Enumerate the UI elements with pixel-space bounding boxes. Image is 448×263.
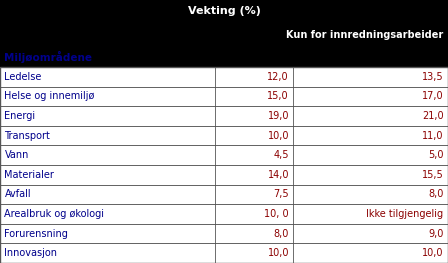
Text: 7,5: 7,5 [273,189,289,199]
Text: Transport: Transport [4,131,50,141]
Text: 8,0: 8,0 [428,189,444,199]
Text: Arealbruk og økologi: Arealbruk og økologi [4,209,104,219]
Text: Materialer: Materialer [4,170,54,180]
Bar [0,67,448,87]
Text: 10,0: 10,0 [267,131,289,141]
Text: Ikke tilgjengelig: Ikke tilgjengelig [366,209,444,219]
Text: Innovasjon: Innovasjon [4,248,57,258]
Text: 19,0: 19,0 [267,111,289,121]
Text: Helse og innemiljø: Helse og innemiljø [4,92,95,102]
Bar [0,0,448,22]
Text: 4,5: 4,5 [273,150,289,160]
Text: Ledelse: Ledelse [4,72,42,82]
Bar [0,47,448,67]
Text: 21,0: 21,0 [422,111,444,121]
Bar [0,185,448,204]
Text: 9,0: 9,0 [428,229,444,239]
Text: 10, 0: 10, 0 [264,209,289,219]
Bar [0,145,448,165]
Bar [0,165,448,185]
Bar [0,126,448,145]
Bar [0,87,448,106]
Text: Avfall: Avfall [4,189,31,199]
Text: 15,5: 15,5 [422,170,444,180]
Text: 17,0: 17,0 [422,92,444,102]
Text: 10,0: 10,0 [422,248,444,258]
Bar [0,106,448,126]
Text: 12,0: 12,0 [267,72,289,82]
Text: Forurensning: Forurensning [4,229,69,239]
Bar [0,224,448,244]
Bar [0,67,448,263]
Text: Energi: Energi [4,111,35,121]
Text: 14,0: 14,0 [267,170,289,180]
Text: 8,0: 8,0 [274,229,289,239]
Text: 15,0: 15,0 [267,92,289,102]
Bar [0,22,448,47]
Text: 13,5: 13,5 [422,72,444,82]
Text: 11,0: 11,0 [422,131,444,141]
Text: Miljøområdene: Miljøområdene [4,51,92,63]
Text: Vann: Vann [4,150,29,160]
Text: Kun for innredningsarbeider: Kun for innredningsarbeider [286,30,444,40]
Text: 5,0: 5,0 [428,150,444,160]
Text: Vekting (%): Vekting (%) [188,6,260,16]
Text: 10,0: 10,0 [267,248,289,258]
Bar [0,204,448,224]
Bar [0,244,448,263]
